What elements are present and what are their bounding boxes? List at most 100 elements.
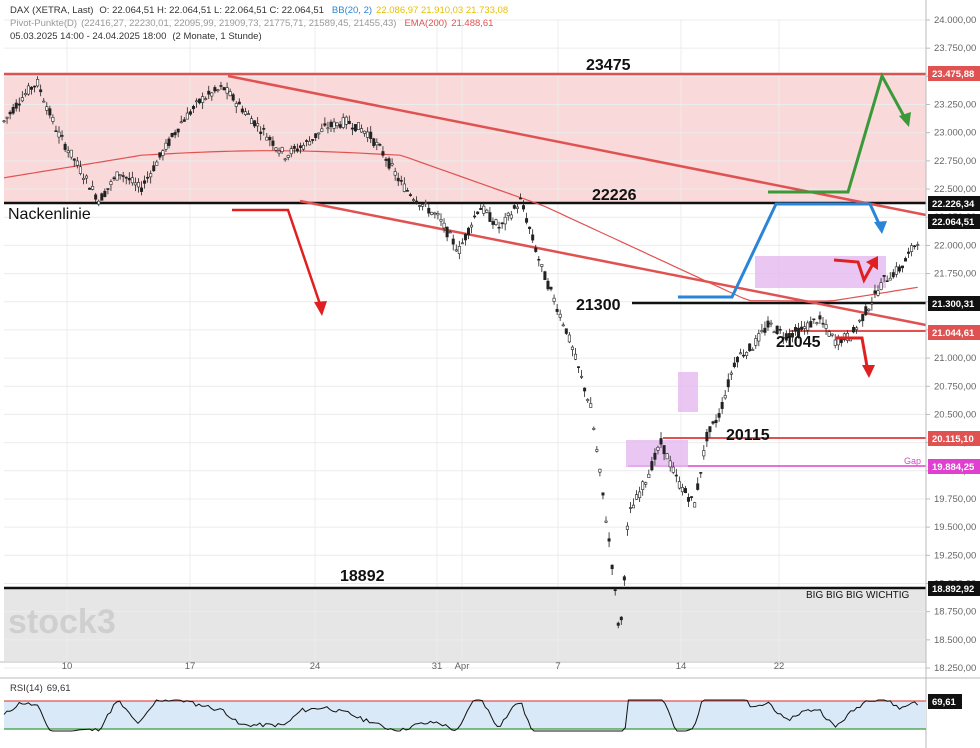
candle-body xyxy=(381,151,385,156)
y-tick-label: 23.000,00 xyxy=(934,128,976,139)
y-tick-label: 19.250,00 xyxy=(934,550,976,561)
candle-body xyxy=(356,122,360,130)
candle-body xyxy=(387,158,391,169)
price-tag-22064: 22.064,51 xyxy=(928,214,980,229)
candle-body xyxy=(274,147,278,151)
candle-body xyxy=(369,131,373,139)
candle-body xyxy=(188,111,192,115)
arrowhead-green xyxy=(899,112,911,127)
candle-body xyxy=(405,190,409,192)
candle-body xyxy=(656,446,660,451)
candle-body xyxy=(735,356,739,363)
candle-body xyxy=(292,145,296,149)
candle-body xyxy=(329,121,333,128)
header-instrument: DAX (XETRA, Last) xyxy=(10,5,93,16)
candle-body xyxy=(182,119,186,122)
candle-body xyxy=(185,112,189,120)
candle-body xyxy=(696,483,700,490)
candle-body xyxy=(818,315,822,320)
candle-body xyxy=(457,246,461,255)
candle-body xyxy=(870,302,874,305)
candle-body xyxy=(433,212,437,215)
price-tag-20115: 20.115,10 xyxy=(928,431,980,446)
candle-body xyxy=(598,468,602,473)
candle-body xyxy=(451,238,455,245)
price-tag-21300: 21.300,31 xyxy=(928,296,980,311)
candle-body xyxy=(745,352,749,356)
candle-body xyxy=(518,197,522,200)
candle-body xyxy=(778,328,782,331)
candle-body xyxy=(711,421,715,424)
candle-body xyxy=(473,215,477,218)
scenario-green-path xyxy=(768,72,908,194)
header-range-note: (2 Monate, 1 Stunde) xyxy=(172,31,261,42)
candle-body xyxy=(36,79,40,87)
candle-body xyxy=(384,158,388,161)
candle-body xyxy=(378,144,382,146)
resistance-zone xyxy=(4,74,926,203)
candle-body xyxy=(460,242,464,245)
candle-body xyxy=(855,327,859,330)
price-tag-22226: 22.226,34 xyxy=(928,196,980,211)
candle-body xyxy=(680,487,684,493)
candle-body xyxy=(790,333,794,338)
candle-body xyxy=(448,231,452,234)
candle-body xyxy=(158,152,162,158)
candle-body xyxy=(305,140,309,142)
label-22226: 22226 xyxy=(592,187,637,204)
candle-body xyxy=(677,481,681,489)
candle-body xyxy=(760,330,764,333)
consolidation-box xyxy=(755,256,886,288)
watermark: stock3 xyxy=(8,603,116,641)
candle-body xyxy=(833,339,837,346)
candle-body xyxy=(803,326,807,329)
candle-body xyxy=(463,233,467,241)
lower-trendline xyxy=(299,199,927,327)
candle-body xyxy=(567,334,571,343)
svg-text:21.044,61: 21.044,61 xyxy=(932,328,975,339)
candle-body xyxy=(66,150,70,153)
candle-body xyxy=(482,205,486,214)
candle-body xyxy=(900,265,904,269)
candle-body xyxy=(882,275,886,277)
ema200-path xyxy=(3,150,918,302)
candle-body xyxy=(308,141,312,146)
candle-body xyxy=(78,166,82,174)
candle-body xyxy=(766,320,770,328)
price-tag-21044: 21.044,61 xyxy=(928,325,980,340)
candle-body xyxy=(564,328,568,334)
candle-body xyxy=(253,120,257,127)
arrowhead-left xyxy=(314,301,327,316)
candle-body xyxy=(910,245,914,252)
candle-body xyxy=(763,327,767,333)
candle-body xyxy=(913,245,917,248)
svg-text:Pivot-Punkte(D)(22416,27, 222: Pivot-Punkte(D) (22416,27, 22230,01, 2209… xyxy=(10,18,493,29)
candle-body xyxy=(277,150,281,154)
candle-body xyxy=(317,132,321,135)
candle-body xyxy=(888,277,892,281)
candle-body xyxy=(879,282,883,290)
candle-body xyxy=(748,343,752,352)
y-tick-label: 24.000,00 xyxy=(934,15,976,26)
candle-body xyxy=(256,123,260,127)
x-tick-label: 7 xyxy=(555,661,560,672)
candle-body xyxy=(754,338,758,346)
candle-body xyxy=(714,419,718,424)
candle-body xyxy=(103,190,107,197)
candle-body xyxy=(546,280,550,290)
candle-body xyxy=(668,460,672,468)
candle-body xyxy=(800,326,804,330)
svg-text:69,61: 69,61 xyxy=(932,697,956,708)
y-tick-label: 20.750,00 xyxy=(934,381,976,392)
candle-body xyxy=(628,507,632,509)
candle-body xyxy=(729,372,733,375)
candle-body xyxy=(699,472,703,474)
candle-body xyxy=(399,180,403,182)
candle-body xyxy=(488,212,492,222)
candle-body xyxy=(48,108,52,116)
candle-body xyxy=(781,337,785,339)
candle-body xyxy=(140,187,144,192)
rsi-line xyxy=(3,699,919,732)
ema200-line xyxy=(3,150,918,302)
